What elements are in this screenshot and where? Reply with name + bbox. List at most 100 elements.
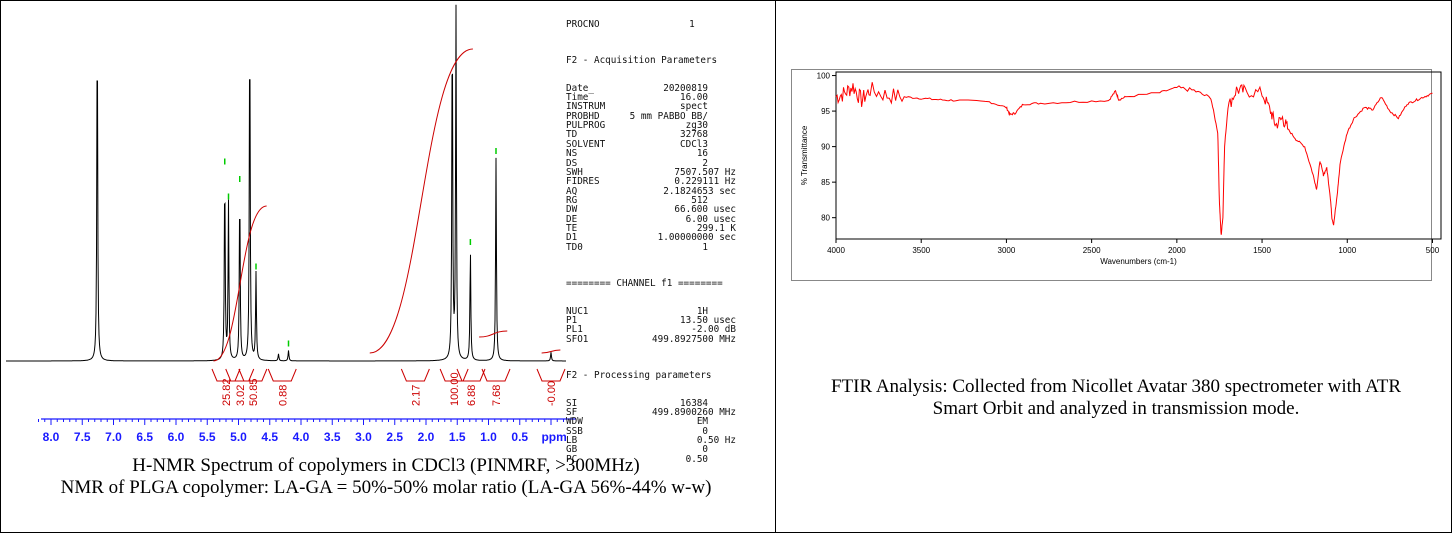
ftir-y-tick-label: 85	[821, 178, 830, 187]
param-value: 16.00	[680, 92, 736, 104]
param-value: 0	[702, 425, 736, 437]
param-key: P1	[566, 315, 578, 326]
nmr-integral-curve	[479, 330, 508, 338]
param-key: AQ	[566, 185, 578, 197]
nmr-integral-label: 100.00	[449, 372, 461, 406]
param-key: DW	[566, 204, 578, 216]
nmr-integral-curve	[369, 48, 473, 354]
nmr-integral-bracket	[439, 368, 469, 382]
nmr-caption-line2: NMR of PLGA copolymer: LA-GA = 50%-50% m…	[60, 477, 712, 498]
acquisition-parameters: PROCNO 1 F2 - Acquisition Parameters Dat…	[566, 1, 736, 483]
acq-param-td0: TD0 1	[566, 241, 736, 253]
ftir-spectrum-line	[835, 82, 1433, 235]
acq-param-time: Time 16.00	[566, 92, 736, 104]
param-key: WDW	[566, 416, 583, 428]
param-value: zg30	[685, 120, 736, 132]
nmr-x-tick-label: 4.5	[261, 430, 278, 444]
param-value: 16384	[680, 397, 736, 409]
ftir-x-tick-label: 3500	[912, 246, 930, 255]
nmr-x-tick-label: 6.5	[136, 430, 153, 444]
nmr-x-tick-label: 5.0	[230, 430, 247, 444]
nmr-x-tick-label: 2.5	[386, 430, 403, 444]
param-value: 20200819	[663, 82, 736, 94]
acq-param-instrum: INSTRUM spect	[566, 101, 736, 113]
nmr-x-tick-label: 2.0	[418, 430, 435, 444]
nmr-spectrum-chart: 25.82 3.02 50.85 0.88 2.17 100.00 6.88 7.68 -0.0…	[6, 4, 576, 444]
param-value: 16	[696, 148, 736, 160]
param-value: 0.50	[685, 453, 736, 465]
param-key: SI	[566, 397, 578, 409]
param-value: 66.600 usec	[674, 204, 736, 216]
nmr-caption: H-NMR Spectrum of copolymers in CDCl3 (P…	[41, 455, 731, 499]
proc-param-wdw: WDW EM	[566, 416, 736, 428]
ftir-y-tick-label: 95	[821, 107, 830, 116]
nmr-x-tick-label: 7.5	[74, 430, 91, 444]
channel-param-p1: P1 13.50 usec	[566, 315, 736, 326]
param-key: DS	[566, 157, 578, 169]
proc-param-sf: SF 499.8900260 MHz	[566, 408, 736, 418]
nmr-x-tick-label: 1.0	[480, 430, 497, 444]
param-value: 1H	[696, 305, 736, 317]
param-value: 6.00 usec	[685, 213, 736, 225]
nmr-integral-bracket	[267, 368, 297, 382]
param-value: 0	[702, 444, 736, 456]
nmr-x-tick-label: 3.5	[324, 430, 341, 444]
param-key: GB	[566, 444, 578, 456]
param-key: NUC1	[566, 305, 589, 317]
ftir-x-tick-label: 500	[1426, 246, 1440, 255]
nmr-integral-label: 25.82	[221, 378, 233, 406]
param-value: 7507.507 Hz	[674, 166, 736, 178]
nmr-integral-bracket	[225, 368, 255, 382]
nmr-x-tick-label: 1.5	[449, 430, 466, 444]
ftir-x-tick-label: 2000	[1168, 246, 1186, 255]
nmr-integral-curve	[213, 205, 267, 362]
param-value: 1.00000000 sec	[657, 232, 736, 244]
param-key: SOLVENT	[566, 138, 606, 150]
nmr-x-tick-label: 5.5	[199, 430, 216, 444]
proc-param-pc: PC 0.50	[566, 453, 736, 465]
nmr-integral-label: -0.00	[546, 381, 558, 406]
proc-param-ssb: SSB 0	[566, 425, 736, 437]
acq-param-td: TD 32768	[566, 129, 736, 141]
ftir-plot-frame	[835, 71, 1442, 240]
param-value: EM	[696, 416, 736, 428]
param-key: INSTRUM	[566, 101, 606, 113]
ftir-outer-frame	[791, 69, 1432, 281]
nmr-integral-label: 50.85	[248, 378, 260, 406]
acq-param-solvent: SOLVENT CDCl3	[566, 138, 736, 150]
channel-param-nuc1: NUC1 1H	[566, 305, 736, 317]
proc-param-gb: GB 0	[566, 444, 736, 456]
nmr-caption-line1: H-NMR Spectrum of copolymers in CDCl3 (P…	[132, 455, 640, 476]
ftir-panel: 80 85 90 95 100 4000 3500 3000 2500 2000 1500 1000 5…	[775, 0, 1452, 533]
param-key: LB	[566, 435, 578, 447]
param-key: PULPROG	[566, 120, 606, 132]
acq-param-ns: NS 16	[566, 148, 736, 160]
ftir-caption: FTIR Analysis: Collected from Nicollet A…	[830, 376, 1402, 419]
acq-param-date: Date_ 20200819	[566, 82, 736, 94]
param-value: 0.50 Hz	[696, 435, 736, 447]
proc-param-si: SI 16384	[566, 397, 736, 409]
nmr-integral-bracket	[481, 368, 511, 382]
param-value: CDCl3	[680, 138, 736, 150]
param-key: RG	[566, 194, 578, 206]
acq-param-te: TE 299.1 K	[566, 224, 736, 234]
param-key: NS	[566, 148, 578, 160]
param-value: 0.229111 Hz	[674, 176, 736, 188]
nmr-integral-bracket	[238, 368, 268, 382]
param-value: 499.8927500 MHz	[652, 333, 736, 345]
param-key: Time	[566, 92, 589, 104]
acq-param-fidres: FIDRES 0.229111 Hz	[566, 176, 736, 188]
ftir-y-tick-label: 90	[821, 143, 830, 152]
ftir-y-tick-label: 80	[821, 214, 830, 223]
param-key: PC	[566, 453, 578, 465]
param-value: 32768	[680, 129, 736, 141]
nmr-integral-curve	[541, 349, 561, 354]
param-key: TD0	[566, 241, 583, 253]
acq-param-ds: DS 2	[566, 157, 736, 169]
acq-param-pulprog: PULPROG zg30	[566, 120, 736, 132]
ftir-y-axis-label: % Transmittance	[800, 125, 809, 185]
acq-param-swh: SWH 7507.507 Hz	[566, 166, 736, 178]
nmr-panel: 25.82 3.02 50.85 0.88 2.17 100.00 6.88 7.68 -0.0…	[0, 0, 776, 533]
procno-line: PROCNO 1	[566, 18, 695, 30]
proc-title: F2 - Processing parameters	[566, 369, 712, 381]
